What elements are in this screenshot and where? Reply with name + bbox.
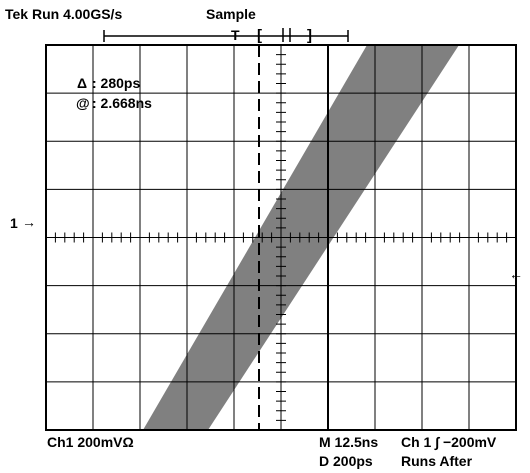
trigger-mode: Runs After (401, 453, 473, 469)
record-trigger-marker: T (231, 27, 240, 43)
record-right-bracket: ] (307, 27, 312, 44)
graticule-border (45, 44, 517, 431)
cursor-delta-value: : 280ps (92, 75, 141, 91)
channel-1-label: 1 (10, 215, 18, 231)
cursor-at-value: : 2.668ns (92, 95, 152, 111)
delayed-timebase: D 200ps (319, 453, 373, 469)
acquisition-mode: Sample (206, 6, 256, 22)
trigger-setting: Ch 1 ∫ −200mV (401, 434, 497, 450)
record-left-bracket: [ (257, 27, 262, 44)
channel-1-arrow-icon: → (22, 214, 36, 230)
run-status: Tek Run 4.00GS/s (5, 6, 123, 22)
channel-1-scale: Ch1 200mVΩ (47, 434, 134, 450)
main-timebase: M 12.5ns (319, 434, 379, 450)
record-length-bar (103, 28, 349, 42)
cursor-delta-symbol: Δ (77, 75, 88, 91)
cursor-at-symbol: @ (76, 95, 90, 111)
